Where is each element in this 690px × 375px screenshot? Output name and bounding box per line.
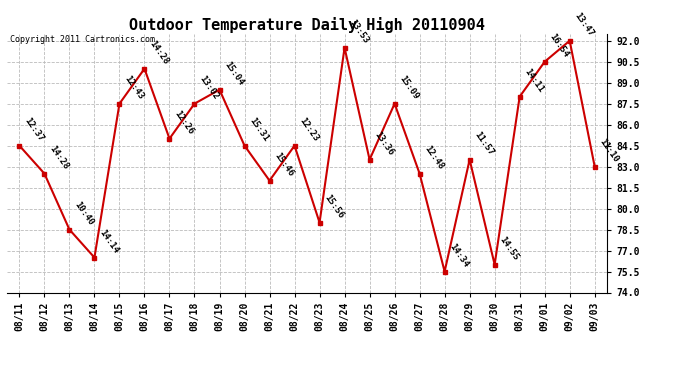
- Text: 14:14: 14:14: [97, 228, 120, 255]
- Text: 14:28: 14:28: [147, 39, 170, 66]
- Text: 12:43: 12:43: [122, 74, 145, 101]
- Text: 11:10: 11:10: [598, 136, 620, 164]
- Text: 14:55: 14:55: [497, 235, 520, 262]
- Text: 11:57: 11:57: [473, 130, 495, 157]
- Title: Outdoor Temperature Daily High 20110904: Outdoor Temperature Daily High 20110904: [129, 16, 485, 33]
- Text: Copyright 2011 Cartronics.com: Copyright 2011 Cartronics.com: [10, 35, 155, 44]
- Text: 15:04: 15:04: [222, 60, 245, 87]
- Text: 13:36: 13:36: [373, 130, 395, 157]
- Text: 13:47: 13:47: [573, 11, 595, 38]
- Text: 15:31: 15:31: [247, 116, 270, 143]
- Text: 14:28: 14:28: [47, 144, 70, 171]
- Text: 12:23: 12:23: [297, 116, 320, 143]
- Text: 15:56: 15:56: [322, 193, 345, 220]
- Text: 14:34: 14:34: [447, 242, 470, 269]
- Text: 12:26: 12:26: [172, 109, 195, 136]
- Text: 15:46: 15:46: [273, 151, 295, 178]
- Text: 12:48: 12:48: [422, 144, 445, 171]
- Text: 13:02: 13:02: [197, 74, 220, 101]
- Text: 14:11: 14:11: [522, 67, 545, 94]
- Text: 16:54: 16:54: [547, 32, 570, 59]
- Text: 15:09: 15:09: [397, 74, 420, 101]
- Text: 13:53: 13:53: [347, 18, 370, 45]
- Text: 10:40: 10:40: [72, 200, 95, 227]
- Text: 12:37: 12:37: [22, 116, 45, 143]
